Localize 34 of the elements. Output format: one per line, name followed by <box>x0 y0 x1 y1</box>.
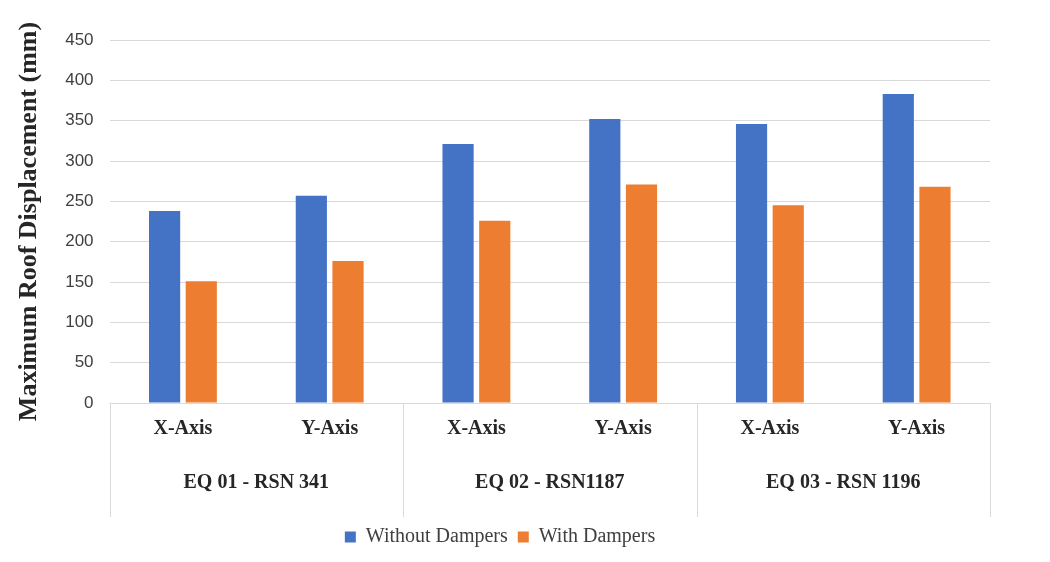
bar <box>625 184 658 403</box>
y-tick-label: 0 <box>84 392 94 412</box>
text: EQ 02 - RSN1187 <box>475 470 625 493</box>
y-tick-label: 150 <box>65 271 94 291</box>
y-tick-label: 100 <box>65 312 94 332</box>
y-tick-label: 200 <box>65 231 94 251</box>
x-tick-label: X-Axis <box>153 416 213 439</box>
legend-label: With Dampers <box>538 524 656 548</box>
x-tick-label: Y-Axis <box>594 416 652 439</box>
y-tick-label: 50 <box>74 352 94 372</box>
bar <box>149 211 181 403</box>
x-tick-label: Y-Axis <box>301 416 359 439</box>
legend-label: Without Dampers <box>365 524 508 548</box>
text: EQ 01 - RSN 341 <box>183 470 330 493</box>
bar <box>772 205 804 403</box>
bar <box>295 195 327 403</box>
y-tick-label: 350 <box>65 110 94 130</box>
y-tick-label: 450 <box>65 29 94 49</box>
text: EQ 03 - RSN 1196 <box>766 470 921 493</box>
y-axis-title: Maximum Roof Displacement (mm) <box>13 21 43 422</box>
x-tick-label: X-Axis <box>740 416 800 439</box>
y-tick-label: 250 <box>65 191 94 211</box>
x-tick-label: X-Axis <box>446 416 507 439</box>
bar <box>185 281 217 403</box>
bar <box>479 220 511 403</box>
y-tick-label: 400 <box>65 70 94 90</box>
y-tick-label: 300 <box>65 150 94 170</box>
bar <box>589 119 621 403</box>
bar <box>735 123 768 403</box>
bar <box>919 186 951 403</box>
bar <box>882 94 914 403</box>
x-tick-label: Y-Axis <box>888 416 946 439</box>
bar <box>442 144 474 403</box>
bar <box>332 261 364 403</box>
